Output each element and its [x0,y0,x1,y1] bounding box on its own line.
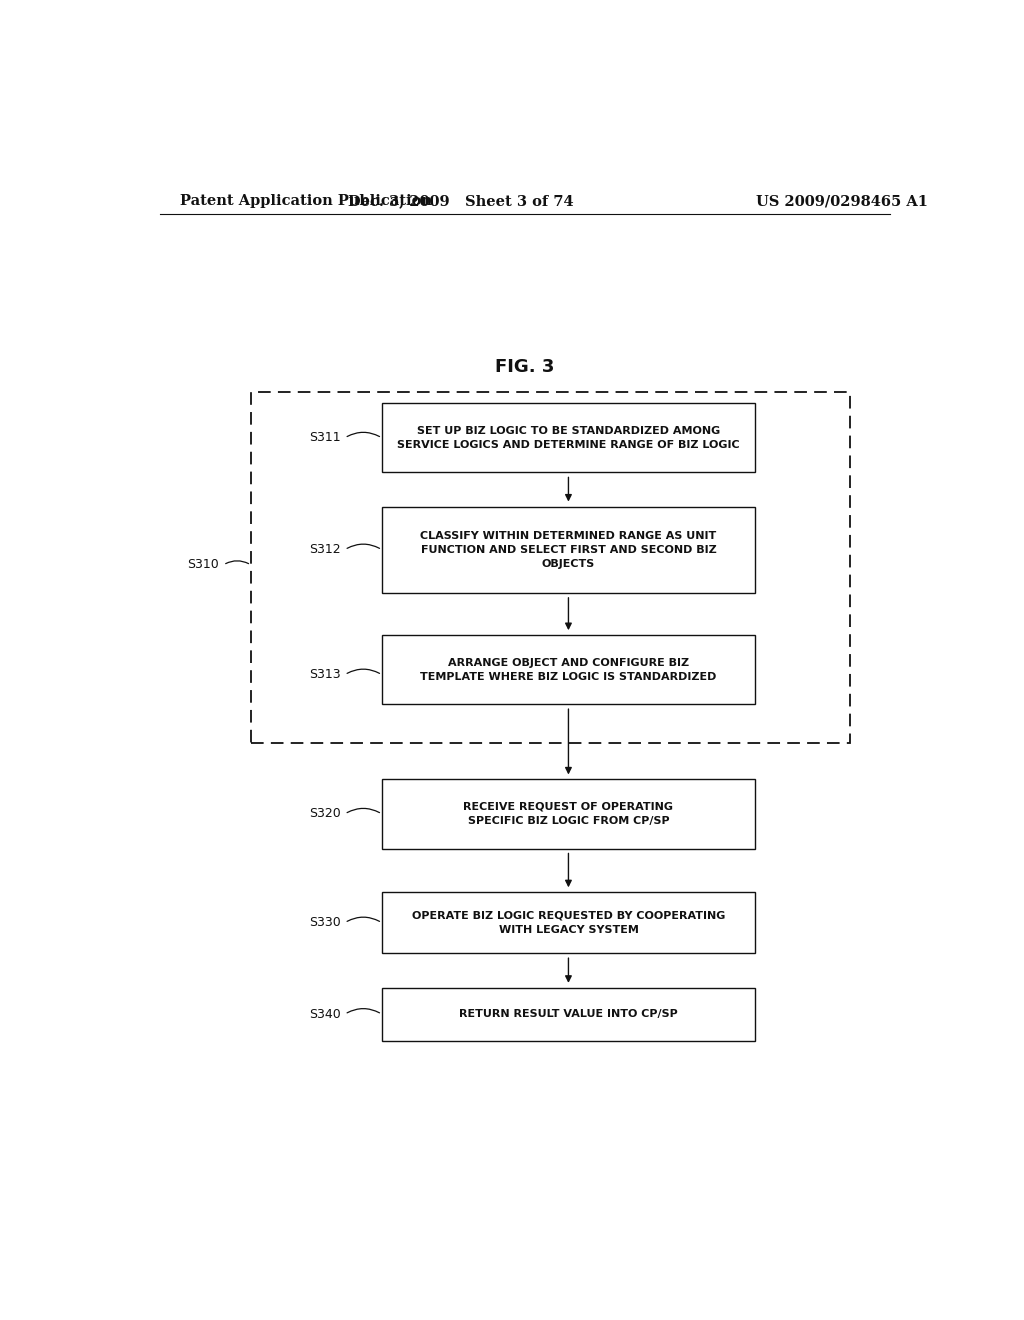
Text: OPERATE BIZ LOGIC REQUESTED BY COOPERATING
WITH LEGACY SYSTEM: OPERATE BIZ LOGIC REQUESTED BY COOPERATI… [412,911,725,935]
Bar [382,987,755,1040]
Text: Dec. 3, 2009   Sheet 3 of 74: Dec. 3, 2009 Sheet 3 of 74 [348,194,574,209]
Text: S340: S340 [309,1007,341,1020]
Text: S312: S312 [309,544,341,556]
Bar [382,892,755,953]
Text: SET UP BIZ LOGIC TO BE STANDARDIZED AMONG
SERVICE LOGICS AND DETERMINE RANGE OF : SET UP BIZ LOGIC TO BE STANDARDIZED AMON… [397,426,739,450]
Text: RETURN RESULT VALUE INTO CP/SP: RETURN RESULT VALUE INTO CP/SP [459,1010,678,1019]
Text: CLASSIFY WITHIN DETERMINED RANGE AS UNIT
FUNCTION AND SELECT FIRST AND SECOND BI: CLASSIFY WITHIN DETERMINED RANGE AS UNIT… [420,531,717,569]
Text: Patent Application Publication: Patent Application Publication [179,194,431,209]
Bar [251,392,850,743]
Bar [382,404,755,473]
Text: S313: S313 [309,668,341,681]
Text: S311: S311 [309,432,341,445]
Text: S310: S310 [187,558,219,572]
Text: FIG. 3: FIG. 3 [496,358,554,376]
Bar [382,635,755,704]
Bar [382,507,755,593]
Text: S330: S330 [309,916,341,929]
Text: ARRANGE OBJECT AND CONFIGURE BIZ
TEMPLATE WHERE BIZ LOGIC IS STANDARDIZED: ARRANGE OBJECT AND CONFIGURE BIZ TEMPLAT… [420,657,717,681]
Text: S320: S320 [309,808,341,821]
Bar [382,779,755,849]
Text: US 2009/0298465 A1: US 2009/0298465 A1 [757,194,928,209]
Text: RECEIVE REQUEST OF OPERATING
SPECIFIC BIZ LOGIC FROM CP/SP: RECEIVE REQUEST OF OPERATING SPECIFIC BI… [464,803,674,826]
